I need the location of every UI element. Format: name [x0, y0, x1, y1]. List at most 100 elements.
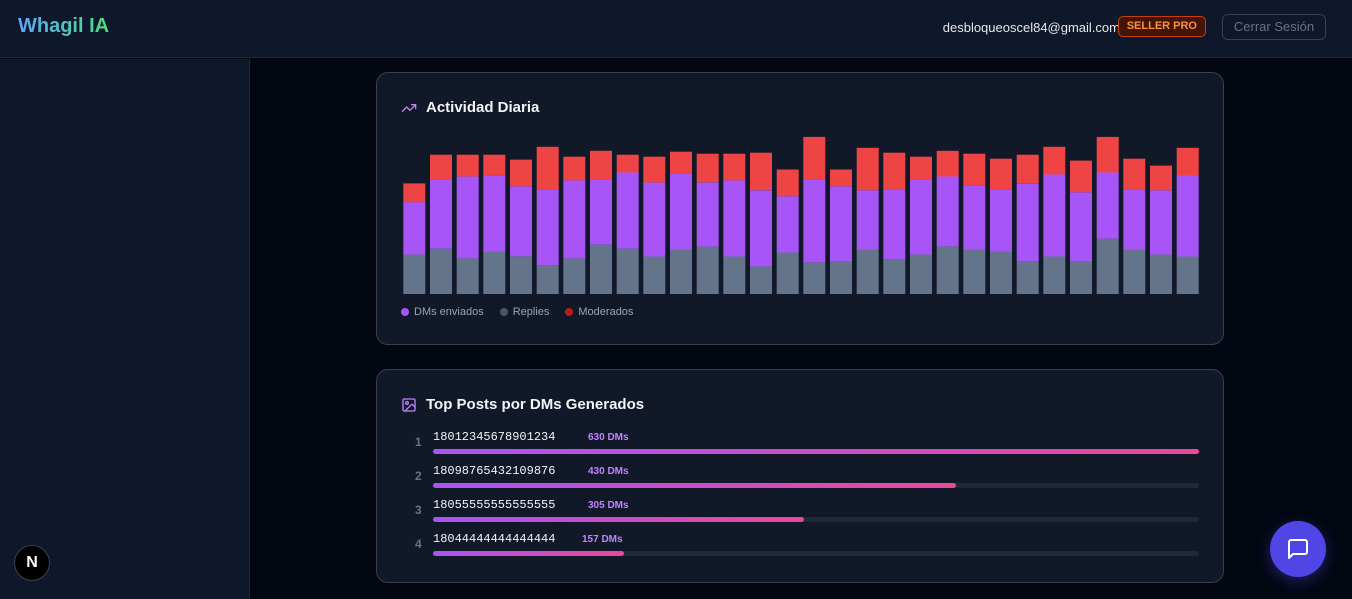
bar-segment-dms [803, 179, 826, 263]
bar-segment-moderated [1096, 136, 1119, 173]
bar-segment-replies [776, 252, 799, 294]
bar-segment-moderated [643, 156, 666, 183]
bar-segment-dms [1016, 183, 1039, 262]
bar-segment-moderated [1176, 147, 1199, 176]
dev-tools-badge[interactable]: N [14, 545, 50, 581]
bar-segment-replies [936, 246, 959, 294]
bar-segment-replies [616, 248, 639, 294]
user-email: desbloqueoscel84@gmail.com [942, 20, 1120, 35]
bar-segment-dms [776, 196, 799, 253]
bar-segment-moderated [856, 147, 879, 191]
legend-swatch-replies [499, 308, 508, 316]
post-id: 18012345678901234 [433, 430, 556, 444]
bar-segment-moderated [590, 150, 612, 180]
bar-segment-dms [616, 172, 639, 249]
post-id: 18044444444444444 [433, 532, 556, 546]
bar-segment-replies [1150, 254, 1172, 294]
legend-swatch-moderated [565, 308, 574, 316]
bar-segment-dms [510, 186, 532, 257]
bar-segment-replies [563, 258, 586, 294]
bar-segment-dms [696, 182, 719, 247]
chat-button[interactable] [1270, 521, 1326, 577]
bar-segment-replies [1096, 238, 1119, 294]
post-progress-track [433, 483, 1199, 488]
bar-segment-replies [990, 251, 1012, 294]
daily-activity-title: Actividad Diaria [401, 99, 539, 116]
bar-segment-moderated [963, 153, 986, 186]
post-row[interactable]: 1 18012345678901234 630 DMs [401, 430, 1199, 460]
post-row[interactable]: 2 18098765432109876 430 DMs [401, 464, 1199, 494]
bar-segment-dms [1070, 192, 1092, 262]
bar-segment-dms [403, 202, 426, 255]
bar-segment-moderated [696, 153, 719, 183]
legend-label-moderated: Moderados [578, 306, 634, 318]
top-posts-card: Top Posts por DMs Generados 1 1801234567… [376, 369, 1224, 583]
trending-up-icon [401, 103, 417, 112]
bar-segment-moderated [776, 169, 799, 197]
bar-segment-moderated [1043, 146, 1066, 175]
legend-item-replies: Replies [499, 306, 549, 318]
post-row[interactable]: 4 18044444444444444 157 DMs [401, 532, 1199, 562]
post-progress-fill [433, 449, 1199, 454]
bar-segment-dms [1043, 174, 1066, 257]
bar-segment-dms [856, 190, 879, 250]
bar-segment-dms [670, 173, 692, 250]
bar-segment-moderated [990, 158, 1012, 190]
legend-swatch-dms [401, 308, 409, 316]
bar-segment-replies [803, 262, 826, 294]
brand-logo[interactable]: Whagil IA [18, 15, 110, 37]
legend-label-dms: DMs enviados [414, 306, 484, 318]
bar-segment-replies [456, 258, 479, 294]
bar-segment-moderated [430, 154, 452, 180]
bar-segment-moderated [1150, 165, 1172, 191]
bar-segment-replies [670, 249, 692, 294]
daily-activity-card: Actividad Diaria DMs enviados Replies Mo… [376, 72, 1224, 345]
bar-segment-replies [430, 248, 452, 294]
bar-segment-moderated [1016, 154, 1039, 184]
post-dm-count: 305 DMs [588, 500, 629, 511]
bar-segment-dms [963, 185, 986, 250]
post-progress-fill [433, 483, 957, 488]
logout-button[interactable]: Cerrar Sesión [1222, 14, 1326, 40]
bar-segment-dms [643, 182, 666, 257]
bar-segment-moderated [563, 156, 586, 181]
bar-segment-replies [483, 251, 506, 294]
bar-segment-moderated [1070, 160, 1092, 193]
bar-segment-moderated [510, 159, 532, 187]
post-row[interactable]: 3 18055555555555555 305 DMs [401, 498, 1199, 528]
bar-segment-dms [456, 176, 479, 259]
legend-item-dms: DMs enviados [401, 306, 484, 318]
bar-segment-dms [536, 189, 559, 266]
bar-segment-moderated [803, 136, 826, 180]
post-rank: 1 [415, 435, 422, 449]
bar-segment-moderated [910, 156, 932, 180]
bar-segment-dms [1096, 172, 1119, 239]
bar-segment-dms [590, 179, 612, 245]
post-rank: 2 [415, 469, 422, 483]
bar-segment-dms [883, 189, 906, 260]
bar-segment-moderated [723, 153, 746, 181]
top-posts-title-text: Top Posts por DMs Generados [426, 396, 645, 413]
bar-segment-dms [1176, 175, 1199, 257]
bar-segment-moderated [750, 152, 772, 191]
bar-segment-moderated [456, 154, 479, 177]
post-rank: 4 [415, 537, 422, 551]
post-id: 18055555555555555 [433, 498, 556, 512]
post-progress-track [433, 551, 1199, 556]
post-dm-count: 157 DMs [582, 534, 623, 545]
bar-segment-replies [750, 266, 772, 294]
bar-segment-moderated [936, 150, 959, 177]
plan-badge: SELLER PRO [1117, 16, 1206, 37]
bar-segment-replies [723, 256, 746, 294]
top-posts-title: Top Posts por DMs Generados [401, 396, 644, 413]
bar-segment-dms [1150, 190, 1172, 255]
bar-segment-replies [1070, 261, 1092, 294]
bar-segment-replies [1043, 256, 1066, 294]
bar-segment-moderated [536, 146, 559, 190]
post-progress-track [433, 517, 1199, 522]
bar-segment-replies [536, 265, 559, 294]
bar-segment-dms [750, 190, 772, 267]
bar-segment-dms [430, 179, 452, 249]
post-progress-fill [433, 551, 624, 556]
bar-segment-dms [990, 189, 1012, 252]
